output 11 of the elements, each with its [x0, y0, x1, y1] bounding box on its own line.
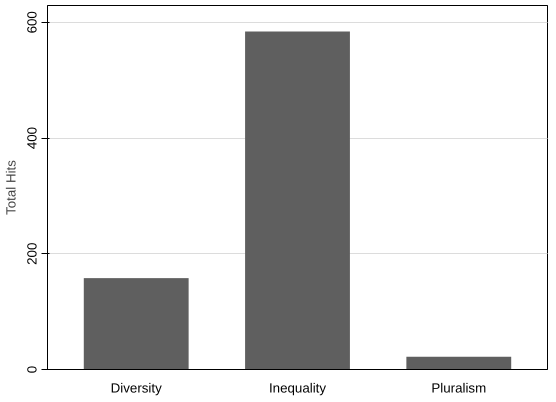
y-tick-label: 200 — [24, 242, 40, 265]
bar — [245, 32, 350, 370]
y-tick-label: 600 — [24, 11, 40, 34]
bar — [406, 356, 512, 370]
y-axis-title: Total Hits — [4, 160, 18, 215]
y-tick-label: 400 — [24, 126, 40, 150]
x-tick-label: Pluralism — [431, 380, 486, 396]
x-tick-label: Diversity — [110, 380, 162, 396]
y-tick-label: 0 — [24, 366, 40, 374]
bar — [84, 278, 189, 370]
x-tick-label: Inequality — [268, 380, 326, 396]
